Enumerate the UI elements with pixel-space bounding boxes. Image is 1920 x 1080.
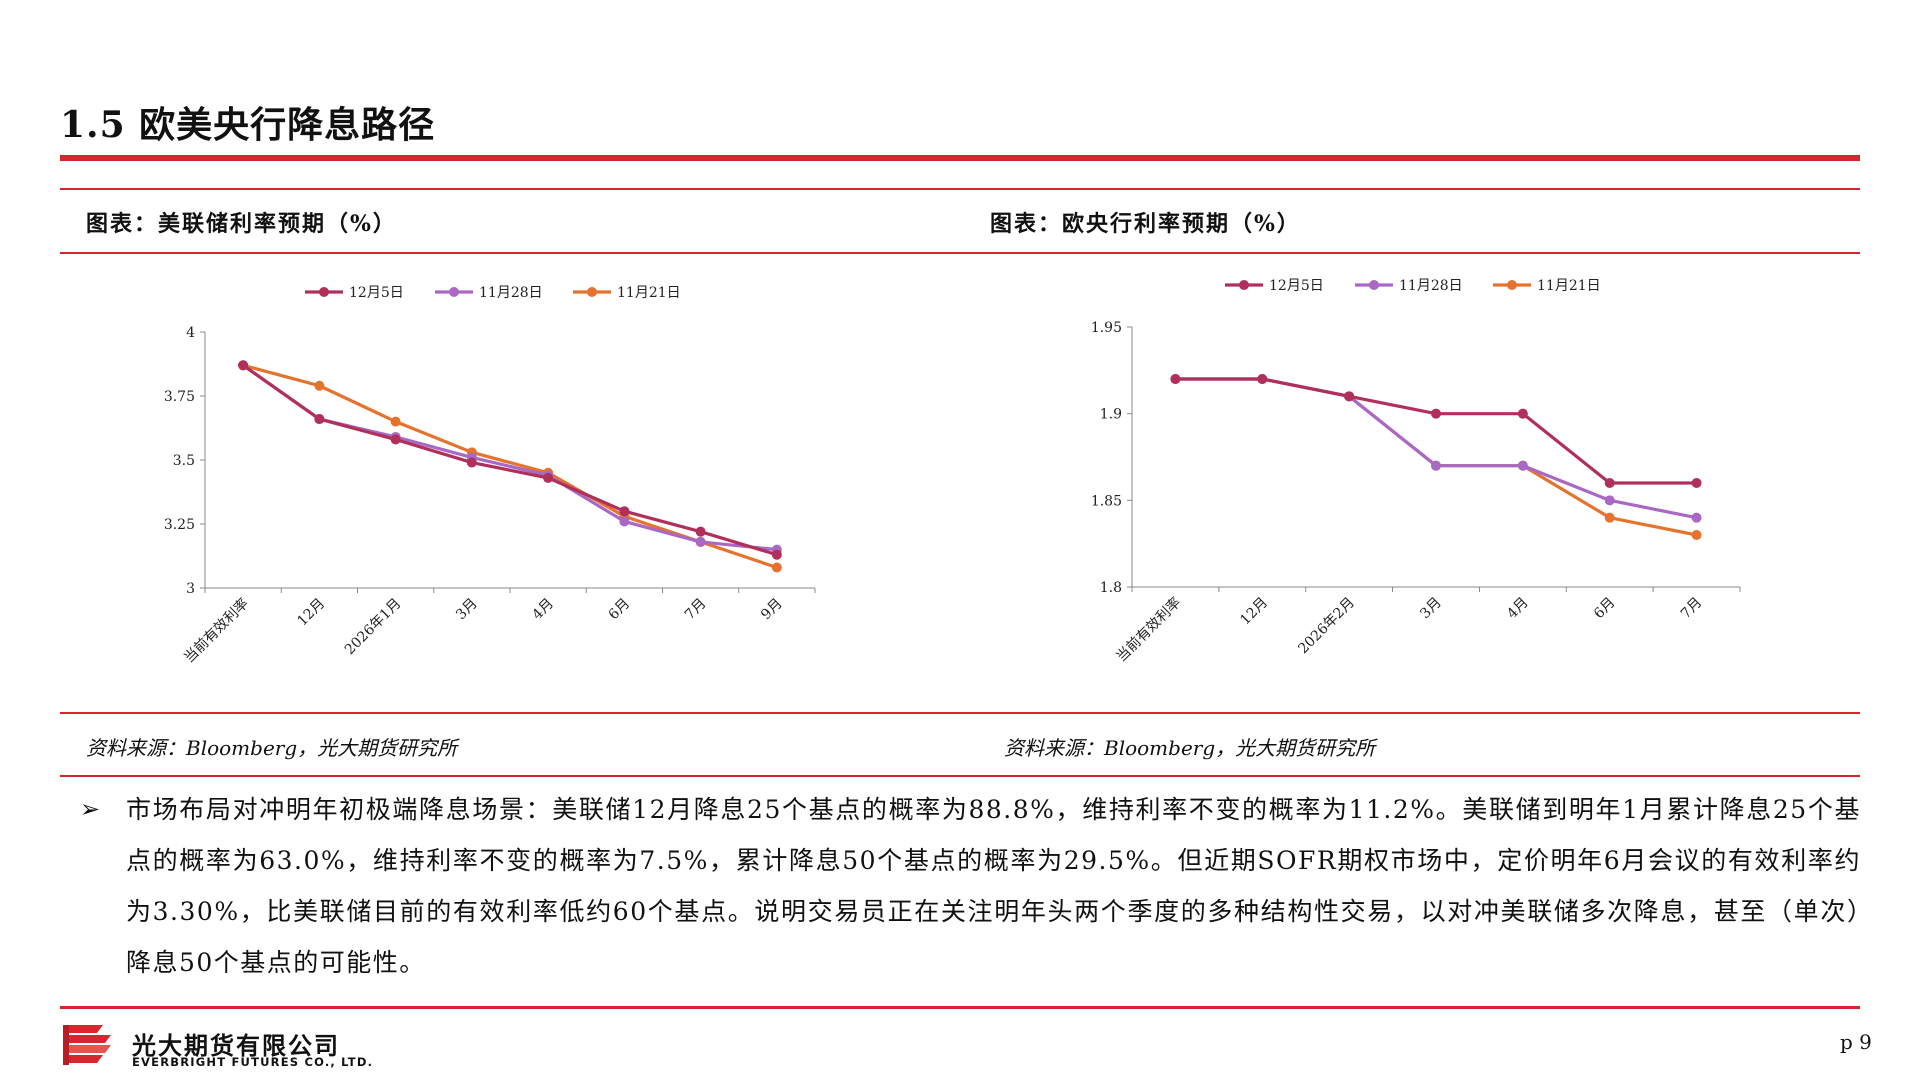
title-divider (60, 155, 1860, 161)
legend-label: 11月28日 (1399, 278, 1463, 294)
y-tick-label: 3.25 (164, 517, 195, 533)
x-tick-label: 12月 (1237, 595, 1271, 629)
x-tick-label: 12月 (294, 596, 328, 630)
data-point (619, 516, 630, 527)
data-point (1604, 512, 1615, 523)
x-tick-label: 4月 (529, 596, 557, 624)
data-point (390, 416, 401, 427)
data-point (1691, 478, 1702, 488)
data-point (1517, 408, 1528, 419)
legend-marker (1239, 280, 1249, 290)
legend-label: 12月5日 (1269, 278, 1324, 294)
fed-chart-source: 资料来源：Bloomberg，光大期货研究所 (86, 736, 458, 760)
bullet-arrow-icon: ➢ (80, 795, 101, 823)
data-point (771, 549, 782, 560)
footer-divider (60, 1006, 1860, 1009)
x-tick-label: 6月 (606, 596, 634, 624)
data-point (695, 526, 706, 537)
data-point (314, 414, 325, 425)
legend-marker (449, 287, 459, 297)
chart-svg: 3 3.25 3.5 3.75 4 当前有效利率 12月 2026年1月 3月 4月 6月 7月 9月 1… (164, 285, 816, 666)
x-tick-label: 2026年1月 (342, 596, 405, 659)
data-point (1170, 374, 1181, 384)
legend-label: 11月21日 (1537, 278, 1601, 294)
y-tick-label: 1.8 (1100, 580, 1122, 596)
data-point (1257, 374, 1268, 384)
data-point (1344, 391, 1355, 402)
y-tick-label: 3.5 (173, 453, 195, 469)
chart-source-rule (60, 712, 1860, 714)
data-point (1604, 478, 1615, 488)
data-point (314, 380, 325, 391)
y-tick-label: 4 (186, 325, 195, 341)
y-tick-label: 1.85 (1091, 493, 1122, 509)
ecb-chart-source: 资料来源：Bloomberg，光大期货研究所 (1004, 736, 1376, 760)
legend-marker (1369, 280, 1379, 290)
chart-box-top-rule (60, 188, 1860, 190)
data-point (1431, 460, 1441, 471)
y-tick-label: 3 (186, 581, 195, 597)
data-point (466, 457, 477, 468)
legend-marker (319, 287, 329, 297)
series-line (1175, 377, 1697, 520)
x-tick-label: 9月 (758, 596, 786, 624)
series-line (242, 363, 778, 552)
x-tick-label: 2026年2月 (1295, 595, 1358, 658)
legend-marker (587, 287, 597, 297)
page-number: p 9 (1840, 1030, 1872, 1054)
company-name-cn: 光大期货有限公司 (132, 1032, 340, 1060)
ecb-rate-chart: 1.8 1.85 1.9 1.95 当前有效利率 12月 2026年2月 3月 4月 6月 7月 12… (1060, 265, 1760, 685)
x-tick-label: 4月 (1504, 595, 1532, 623)
x-tick-label: 7月 (682, 596, 710, 624)
ecb-chart-caption: 图表：欧央行利率预期（%） (990, 211, 1301, 237)
analysis-paragraph: 市场布局对冲明年初极端降息场景：美联储12月降息25个基点的概率为88.8%，维… (126, 795, 1861, 977)
x-tick-label: 3月 (1417, 595, 1445, 623)
x-tick-label: 6月 (1591, 595, 1619, 623)
data-point (1431, 408, 1441, 419)
fed-chart-caption: 图表：美联储利率预期（%） (86, 211, 397, 237)
page-title: 1.5 欧美央行降息路径 (60, 104, 436, 146)
data-point (543, 472, 554, 483)
series-line (1175, 377, 1697, 537)
chart-svg: 1.8 1.85 1.9 1.95 当前有效利率 12月 2026年2月 3月 4月 6月 7月 12… (1091, 278, 1741, 665)
data-point (1691, 512, 1702, 523)
company-name-en: EVERBRIGHT FUTURES CO., LTD. (132, 1055, 374, 1069)
y-tick-label: 1.95 (1091, 320, 1122, 336)
y-tick-label: 1.9 (1100, 407, 1122, 423)
data-point (619, 506, 630, 517)
data-point (1604, 495, 1615, 506)
series-line (242, 363, 778, 557)
legend-label: 11月21日 (617, 285, 681, 301)
legend-marker (1507, 280, 1517, 290)
fed-rate-chart: 3 3.25 3.5 3.75 4 当前有效利率 12月 2026年1月 3月 4月 6月 7月 9月 1… (140, 270, 840, 690)
data-point (771, 562, 782, 573)
legend-label: 12月5日 (349, 285, 404, 301)
data-point (238, 360, 249, 371)
data-point (1691, 530, 1702, 540)
y-tick-label: 3.75 (164, 389, 195, 405)
data-point (1517, 460, 1528, 471)
x-tick-label: 7月 (1678, 595, 1706, 623)
legend-label: 11月28日 (479, 285, 543, 301)
chart-box-bottom-rule (60, 775, 1860, 777)
x-tick-label: 3月 (453, 596, 481, 624)
data-point (695, 536, 706, 547)
company-logo (63, 1023, 113, 1069)
chart-caption-rule (60, 252, 1860, 254)
x-tick-label: 当前有效利率 (181, 595, 252, 666)
data-point (390, 434, 401, 445)
x-tick-label: 当前有效利率 (1113, 594, 1184, 665)
